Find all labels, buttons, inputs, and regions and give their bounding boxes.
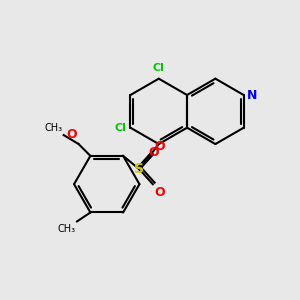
Text: O: O [154, 140, 165, 153]
Text: O: O [148, 146, 159, 159]
Text: CH₃: CH₃ [57, 224, 76, 234]
Text: CH₃: CH₃ [44, 123, 62, 133]
Text: O: O [154, 186, 165, 199]
Text: Cl: Cl [114, 123, 126, 133]
Text: N: N [247, 88, 258, 101]
Text: O: O [66, 128, 77, 141]
Text: Cl: Cl [153, 63, 165, 73]
Text: S: S [134, 162, 144, 176]
